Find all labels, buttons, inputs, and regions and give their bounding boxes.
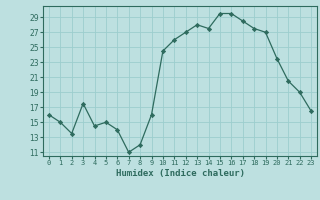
X-axis label: Humidex (Indice chaleur): Humidex (Indice chaleur) [116,169,244,178]
